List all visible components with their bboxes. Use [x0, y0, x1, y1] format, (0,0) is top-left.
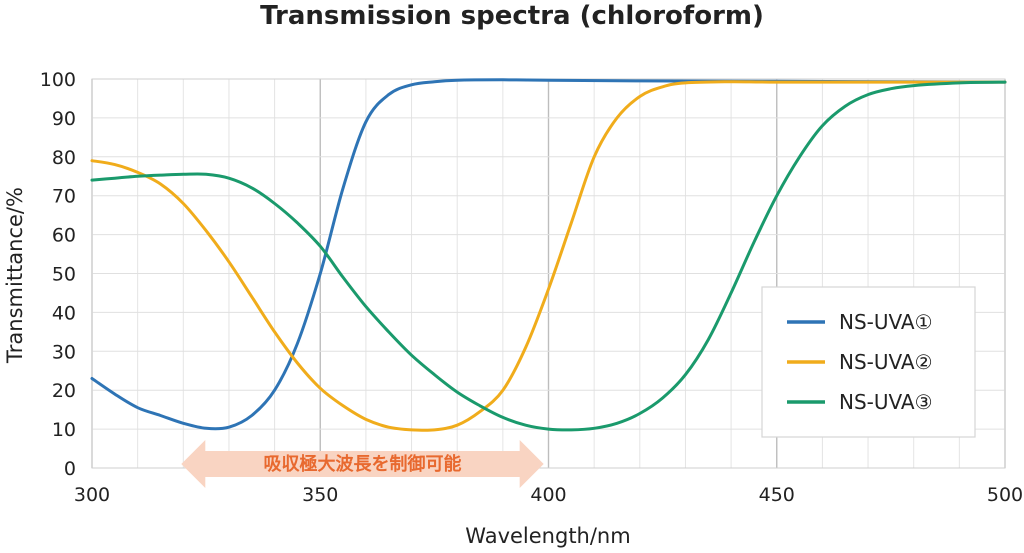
y-tick-label: 100	[40, 69, 76, 91]
annotation-arrow: 吸収極大波長を制御可能	[181, 440, 544, 488]
chart-title: Transmission spectra (chloroform)	[260, 1, 764, 31]
legend-label: NS-UVA①	[839, 310, 933, 334]
y-tick-label: 20	[52, 380, 76, 402]
x-axis-label: Wavelength/nm	[465, 524, 630, 548]
y-tick-label: 40	[52, 302, 76, 324]
legend-label: NS-UVA②	[839, 350, 933, 374]
y-tick-label: 60	[52, 225, 76, 247]
legend: NS-UVA① NS-UVA② NS-UVA③	[761, 286, 976, 438]
y-tick-label: 80	[52, 147, 76, 169]
y-axis-label: Transmittance/%	[3, 187, 27, 364]
x-tick-label: 350	[302, 484, 338, 506]
series-line-3	[90, 80, 1007, 432]
series-lines	[90, 78, 1007, 432]
x-tick-label: 400	[530, 484, 566, 506]
annotation-text: 吸収極大波長を制御可能	[263, 453, 461, 475]
y-tick-label: 30	[52, 341, 76, 363]
x-tick-label: 450	[759, 484, 795, 506]
x-tick-label: 300	[74, 484, 110, 506]
y-tick-label: 50	[52, 264, 76, 286]
annotation-double-arrow	[181, 440, 544, 488]
y-tick-label: 90	[52, 108, 76, 130]
series-line-1	[90, 78, 1007, 431]
y-tick-label: 0	[64, 458, 76, 480]
x-tick-label: 500	[987, 484, 1023, 506]
y-tick-label: 10	[52, 419, 76, 441]
legend-label: NS-UVA③	[839, 390, 933, 414]
tick-labels: 300 350 400 450 500 0 10 20 30 40 50 60 70 80 90 100	[40, 69, 1023, 506]
series-line-2	[90, 80, 1007, 432]
y-tick-label: 70	[52, 186, 76, 208]
